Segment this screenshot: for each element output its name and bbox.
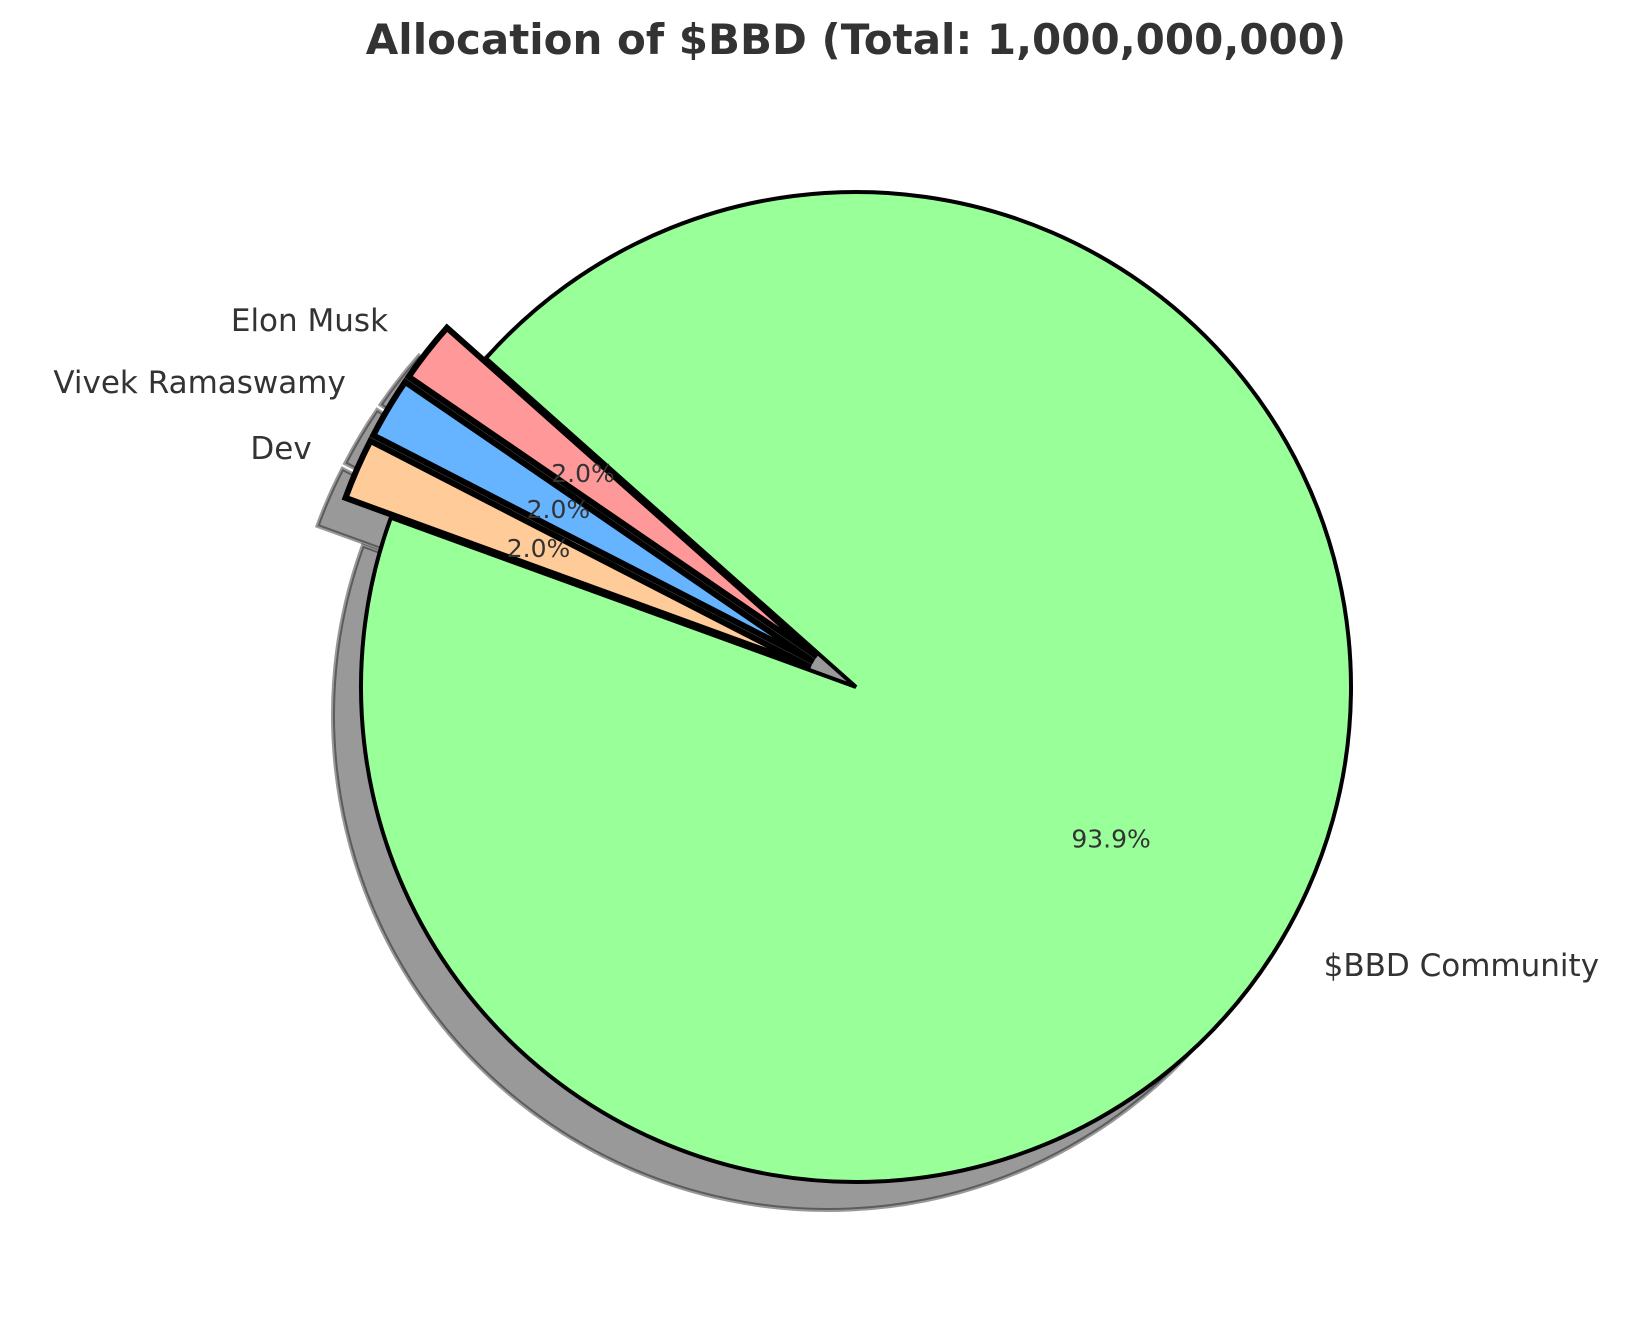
chart-title: Allocation of $BBD (Total: 1,000,000,000… [366, 15, 1346, 64]
slice-label-vivek-ramaswamy: Vivek Ramaswamy [53, 365, 345, 401]
pct-label-bbd-community: 93.9% [1071, 825, 1150, 854]
slice-vivek-ramaswamy [369, 377, 816, 665]
pie-labels: $BBD Community Elon Musk Vivek Ramaswamy De… [53, 303, 1599, 984]
pie-slices [341, 190, 1353, 1184]
slice-label-bbd-community: $BBD Community [1324, 948, 1599, 984]
slice-label-dev: Dev [250, 431, 311, 467]
pct-label-elon-musk: 2.0% [551, 459, 615, 488]
pct-label-dev: 2.0% [507, 534, 571, 563]
pct-label-vivek-ramaswamy: 2.0% [527, 495, 591, 524]
slice-label-elon-musk: Elon Musk [231, 303, 388, 339]
slice-bbd-community [359, 190, 1353, 1184]
slice-elon-musk [404, 323, 819, 659]
slice-dev [341, 436, 813, 670]
pie-percentages: 93.9% 2.0% 2.0% 2.0% [507, 459, 1151, 854]
